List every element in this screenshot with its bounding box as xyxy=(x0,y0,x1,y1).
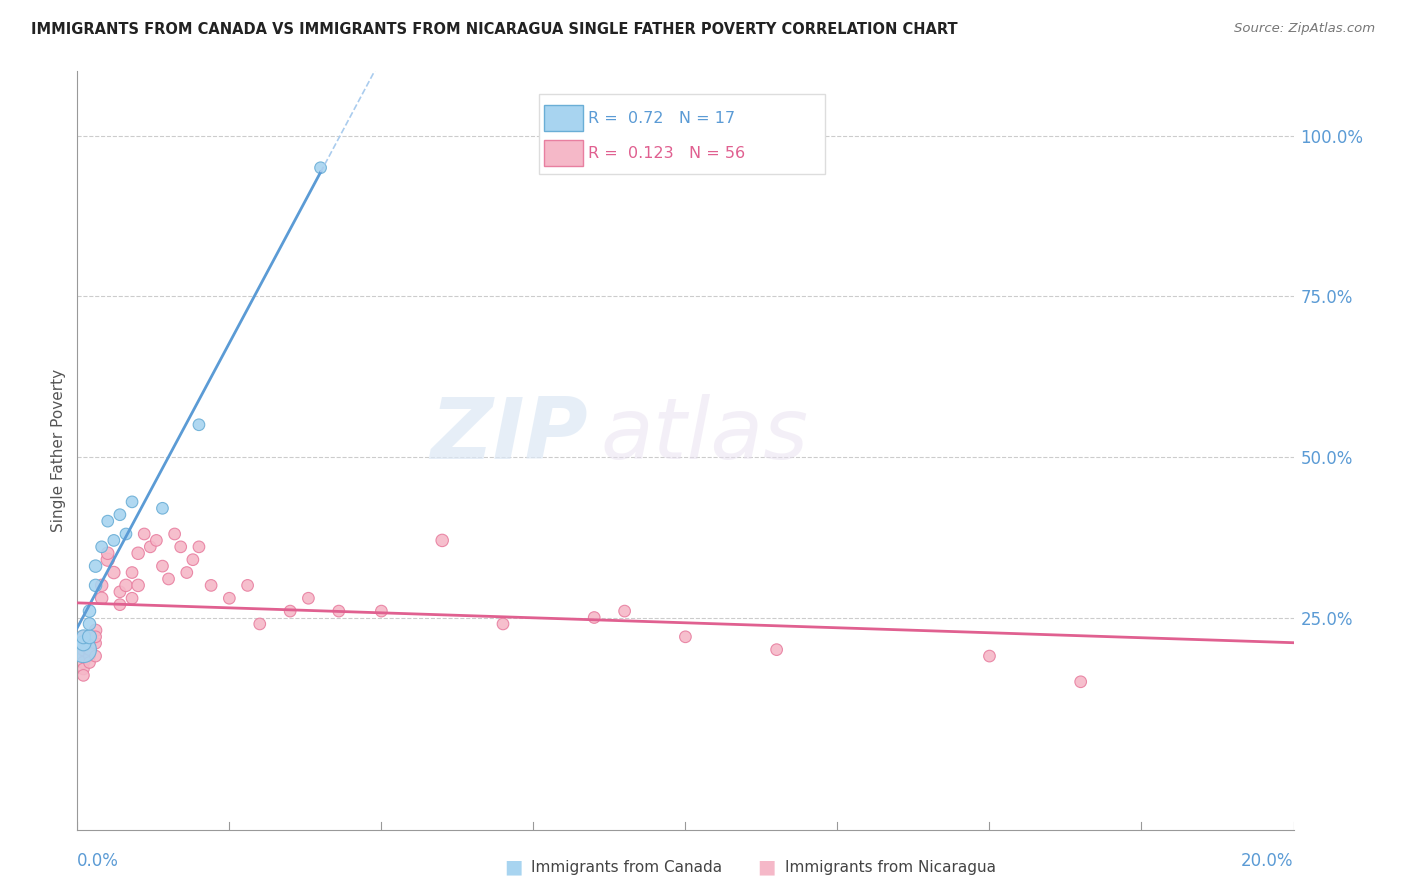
Point xyxy=(613,604,636,618)
Point xyxy=(134,527,156,541)
Point xyxy=(84,636,107,650)
Point xyxy=(170,540,193,554)
Point xyxy=(979,649,1001,664)
Point xyxy=(79,630,101,644)
Text: ■: ■ xyxy=(503,857,523,877)
Point xyxy=(79,636,101,650)
Point xyxy=(139,540,162,554)
Point xyxy=(278,604,301,618)
Point xyxy=(79,642,101,657)
Point xyxy=(675,630,697,644)
Text: atlas: atlas xyxy=(600,393,808,477)
Point xyxy=(121,566,143,580)
FancyBboxPatch shape xyxy=(544,105,583,131)
Point xyxy=(145,533,167,548)
Point xyxy=(309,161,332,175)
Point xyxy=(103,533,125,548)
Point xyxy=(97,514,120,528)
Point xyxy=(90,591,112,606)
Point xyxy=(108,508,131,522)
Point xyxy=(249,616,271,631)
Point xyxy=(97,546,120,560)
Y-axis label: Single Father Poverty: Single Father Poverty xyxy=(51,369,66,532)
Point xyxy=(188,417,211,432)
FancyBboxPatch shape xyxy=(544,140,583,166)
FancyBboxPatch shape xyxy=(540,95,825,174)
Point xyxy=(108,584,131,599)
Point xyxy=(218,591,240,606)
Point xyxy=(188,540,211,554)
Point xyxy=(79,630,101,644)
Text: IMMIGRANTS FROM CANADA VS IMMIGRANTS FROM NICARAGUA SINGLE FATHER POVERTY CORREL: IMMIGRANTS FROM CANADA VS IMMIGRANTS FRO… xyxy=(31,22,957,37)
Point xyxy=(127,546,149,560)
Point xyxy=(72,630,94,644)
Point xyxy=(765,642,787,657)
Point xyxy=(328,604,350,618)
Point xyxy=(84,649,107,664)
Point xyxy=(181,552,204,566)
Point xyxy=(115,578,138,592)
Point xyxy=(163,527,186,541)
Point xyxy=(79,604,101,618)
Point xyxy=(121,495,143,509)
Point xyxy=(108,598,131,612)
Point xyxy=(72,630,94,644)
Point xyxy=(152,501,174,516)
Point xyxy=(115,527,138,541)
Point xyxy=(84,578,107,592)
Point xyxy=(430,533,453,548)
Point xyxy=(236,578,259,592)
Point xyxy=(1070,674,1092,689)
Point xyxy=(370,604,392,618)
Point xyxy=(72,642,94,657)
Point xyxy=(72,662,94,676)
Text: 20.0%: 20.0% xyxy=(1241,852,1294,870)
Point xyxy=(583,610,606,624)
Point xyxy=(79,656,101,670)
Point xyxy=(90,578,112,592)
Text: Immigrants from Canada: Immigrants from Canada xyxy=(531,860,723,874)
Point xyxy=(121,591,143,606)
Point xyxy=(72,656,94,670)
Point xyxy=(72,636,94,650)
Text: R =  0.123   N = 56: R = 0.123 N = 56 xyxy=(588,145,745,161)
Point xyxy=(79,616,101,631)
Point xyxy=(97,552,120,566)
Point xyxy=(152,559,174,574)
Point xyxy=(200,578,222,592)
Text: ZIP: ZIP xyxy=(430,393,588,477)
Point xyxy=(84,624,107,638)
Point xyxy=(90,540,112,554)
Point xyxy=(492,616,515,631)
Point xyxy=(297,591,319,606)
Point xyxy=(127,578,149,592)
Text: R =  0.72   N = 17: R = 0.72 N = 17 xyxy=(588,111,735,126)
Text: ■: ■ xyxy=(756,857,776,877)
Point xyxy=(79,642,101,657)
Point xyxy=(84,559,107,574)
Point xyxy=(72,642,94,657)
Text: Source: ZipAtlas.com: Source: ZipAtlas.com xyxy=(1234,22,1375,36)
Point xyxy=(72,668,94,682)
Point xyxy=(72,636,94,650)
Point xyxy=(157,572,180,586)
Text: 0.0%: 0.0% xyxy=(77,852,120,870)
Text: Immigrants from Nicaragua: Immigrants from Nicaragua xyxy=(785,860,995,874)
Point xyxy=(72,642,94,657)
Point xyxy=(103,566,125,580)
Point xyxy=(84,630,107,644)
Point xyxy=(79,649,101,664)
Point xyxy=(72,649,94,664)
Point xyxy=(176,566,198,580)
